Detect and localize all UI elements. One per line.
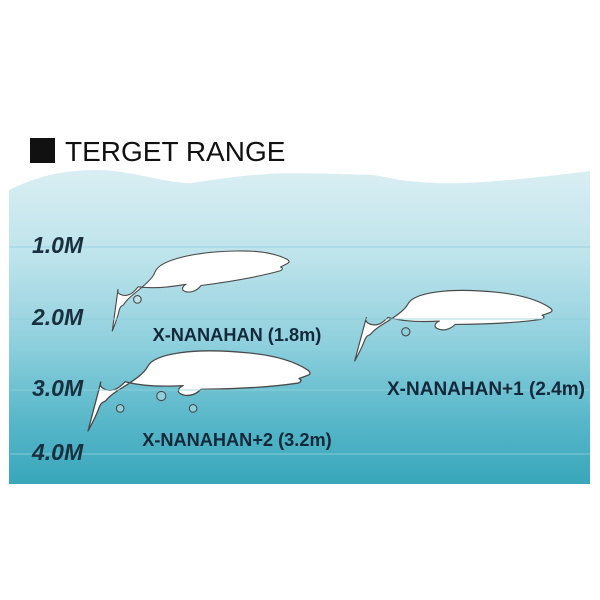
svg-text:4.0M: 4.0M xyxy=(31,439,84,465)
svg-text:X-NANAHAN (1.8m): X-NANAHAN (1.8m) xyxy=(153,325,322,345)
svg-text:3.0M: 3.0M xyxy=(32,375,84,401)
svg-text:X-NANAHAN+2 (3.2m): X-NANAHAN+2 (3.2m) xyxy=(142,430,332,450)
svg-text:2.0M: 2.0M xyxy=(31,304,84,330)
svg-text:TERGET RANGE: TERGET RANGE xyxy=(65,136,285,167)
svg-text:X-NANAHAN+1 (2.4m): X-NANAHAN+1 (2.4m) xyxy=(387,379,585,400)
svg-text:1.0M: 1.0M xyxy=(32,232,84,258)
